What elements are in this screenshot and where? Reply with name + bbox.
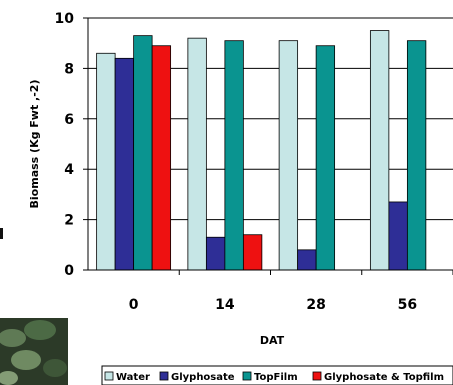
legend-swatch	[242, 371, 252, 381]
y-tick-label: 0	[64, 263, 74, 279]
y-axis-title: Biomass (Kg Fwt ,-2)	[28, 80, 41, 209]
bar-topfilm-56	[406, 40, 427, 271]
legend-label: TopFilm	[254, 372, 298, 383]
edge-mark	[0, 228, 3, 239]
legend-label: Glyphosate	[171, 372, 235, 383]
legend-swatch	[312, 371, 322, 381]
legend-box	[101, 365, 453, 385]
x-tick-label: 28	[306, 297, 325, 313]
bar-topfilm-28	[315, 45, 336, 271]
axes	[87, 18, 453, 271]
y-tick-labels: 0 2 4 6 8 10	[55, 11, 75, 279]
bar-glyphosate-0	[114, 57, 135, 271]
bar-water-0	[96, 52, 116, 271]
legend-swatch	[104, 371, 114, 381]
bar-glyphosate-topfilm-0	[151, 45, 172, 271]
bar-topfilm-14	[224, 40, 244, 271]
bar-water-28	[278, 40, 299, 271]
x-tick-label: 56	[398, 297, 417, 313]
legend: Water Glyphosate TopFilm Glyphosate & Topfi…	[101, 365, 453, 385]
y-tick-label: 4	[64, 162, 74, 178]
bar-water-14	[187, 37, 207, 271]
y-tick-label: 10	[55, 11, 75, 27]
legend-label: Water	[116, 372, 150, 383]
x-axis-title: DAT	[260, 334, 285, 347]
bar-topfilm-0	[133, 35, 153, 271]
y-tick-label: 6	[64, 112, 74, 128]
bar-glyphosate-topfilm-14	[242, 234, 263, 271]
bar-water-56	[369, 30, 390, 271]
legend-swatch	[159, 371, 169, 381]
bar-glyphosate-28	[297, 249, 317, 271]
x-tick-labels: 0 14 28 56	[129, 297, 417, 313]
x-tick-label: 0	[129, 297, 139, 313]
y-tick-label: 8	[64, 61, 74, 77]
bar-glyphosate-14	[205, 236, 226, 271]
y-tick-label: 2	[64, 213, 74, 229]
plant-photo-fragment	[0, 318, 68, 385]
bar-glyphosate-56	[388, 201, 408, 271]
x-tick-label: 14	[215, 297, 235, 313]
legend-label: Glyphosate & Topfilm	[324, 372, 444, 383]
